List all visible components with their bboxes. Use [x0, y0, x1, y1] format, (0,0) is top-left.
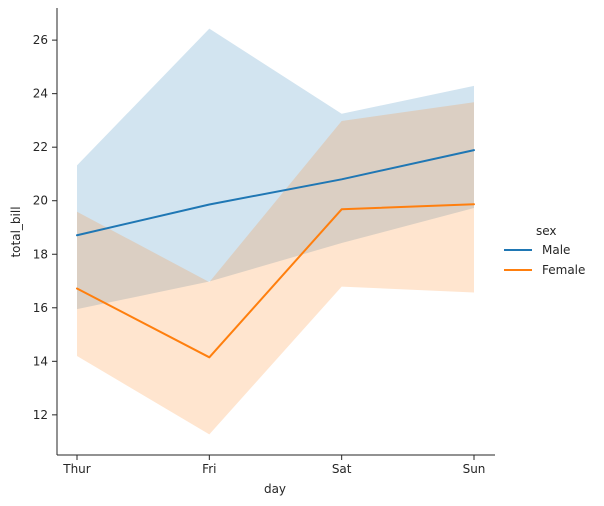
- y-tick-label: 20: [33, 194, 48, 208]
- y-tick-label: 14: [33, 354, 48, 368]
- y-axis-title: total_bill: [9, 206, 23, 257]
- y-tick-label: 26: [33, 33, 48, 47]
- ci-band-female: [77, 102, 474, 435]
- x-tick-label: Sun: [463, 462, 486, 476]
- legend-label-male: Male: [542, 243, 570, 257]
- x-tick-label: Fri: [202, 462, 216, 476]
- series-line-female: [76, 203, 475, 359]
- legend-title: sex: [536, 224, 557, 238]
- y-tick-label: 24: [33, 87, 48, 101]
- x-axis-ticks: Thur Fri Sat Sun: [62, 455, 485, 476]
- x-tick-label: Thur: [62, 462, 91, 476]
- x-tick-label: Sat: [332, 462, 352, 476]
- y-tick-label: 18: [33, 247, 48, 261]
- series-points: [76, 150, 475, 358]
- x-axis-title: day: [264, 482, 286, 496]
- confidence-bands: [77, 28, 474, 435]
- series-line-male: [76, 149, 475, 237]
- y-tick-label: 22: [33, 140, 48, 154]
- y-tick-label: 16: [33, 301, 48, 315]
- y-tick-label: 12: [33, 408, 48, 422]
- series-lines: [76, 149, 475, 359]
- ci-band-male: [77, 28, 474, 310]
- legend-label-female: Female: [542, 263, 585, 277]
- y-axis-ticks: 12 14 16 18 20 22 24 26: [33, 33, 57, 422]
- legend: sex Male Female: [504, 224, 585, 277]
